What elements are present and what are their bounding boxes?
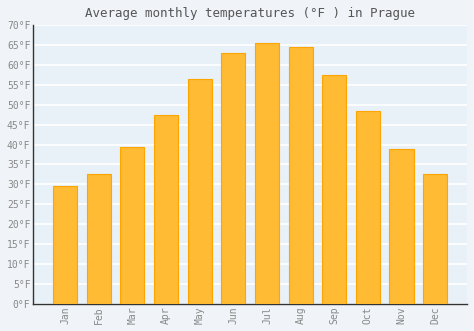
Bar xyxy=(87,174,111,304)
Bar xyxy=(390,149,414,304)
Bar xyxy=(289,47,313,304)
Bar xyxy=(423,174,447,304)
Bar xyxy=(120,147,145,304)
Bar xyxy=(154,115,178,304)
Bar xyxy=(322,75,346,304)
Title: Average monthly temperatures (°F ) in Prague: Average monthly temperatures (°F ) in Pr… xyxy=(85,7,415,20)
Bar xyxy=(53,186,77,304)
Bar xyxy=(221,53,246,304)
Bar xyxy=(255,43,279,304)
Bar xyxy=(188,79,212,304)
Bar xyxy=(356,111,380,304)
